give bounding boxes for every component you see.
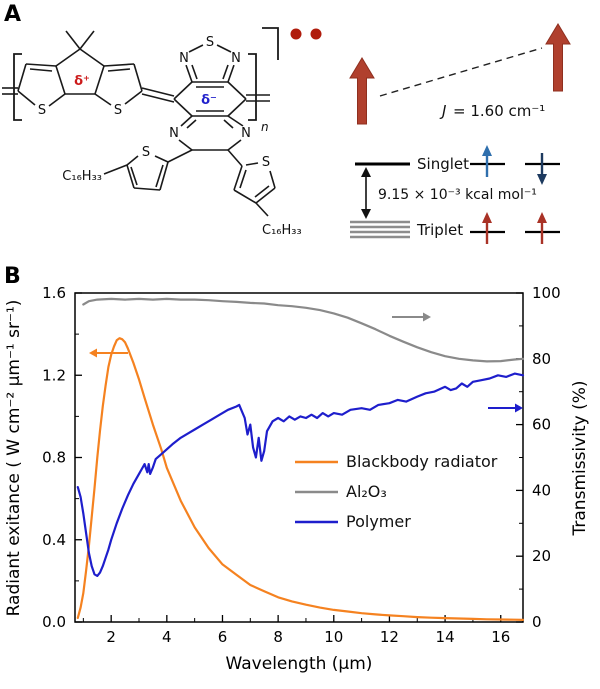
curve-blackbody xyxy=(76,337,525,621)
sulfur-label: S xyxy=(206,35,214,50)
x-tick-label: 2 xyxy=(106,628,116,646)
right-y-tick-label: 40 xyxy=(532,481,551,499)
right-y-axis-title: Transmissivity (%) xyxy=(570,381,590,537)
alkyl-chain-right-label: C₁₆H₃₃ xyxy=(262,223,302,238)
big-spin-arrow-right xyxy=(545,23,571,92)
delta-plus-label: δ⁺ xyxy=(74,74,90,89)
spectra-chart: Wavelength (μm) Radiant exitance ( W cm⁻… xyxy=(4,284,590,674)
exchange-coupling-dashed-line xyxy=(379,47,543,97)
delta-minus-label: δ⁻ xyxy=(201,93,217,108)
nitrogen-label: N xyxy=(231,51,241,66)
right-y-tick-label: 60 xyxy=(532,416,551,434)
big-spin-arrow-left xyxy=(349,57,375,125)
singlet-label: Singlet xyxy=(417,155,469,173)
polymer-brackets xyxy=(13,27,279,121)
nitrogen-label: N xyxy=(241,126,251,141)
sulfur-label: S xyxy=(142,145,150,160)
triplet-level-lines xyxy=(350,220,410,239)
radical-dots xyxy=(290,28,322,40)
x-tick-label: 6 xyxy=(218,628,228,646)
sulfur-label: S xyxy=(38,103,46,118)
alkyl-chain-left-label: C₁₆H₃₃ xyxy=(62,169,102,184)
left-y-tick-label: 1.2 xyxy=(42,366,66,384)
gap-arrowhead-top xyxy=(361,167,371,177)
radical-corner-bracket xyxy=(262,27,279,60)
nitrogen-label: N xyxy=(169,126,179,141)
x-axis-title: Wavelength (μm) xyxy=(226,654,373,674)
left-y-tick-label: 0.4 xyxy=(42,531,66,549)
curve-al2o3 xyxy=(82,297,525,363)
radical-dot xyxy=(290,28,302,40)
spin-down-arrowhead xyxy=(537,174,547,185)
left-bracket xyxy=(13,53,22,121)
bond-lines xyxy=(2,30,276,217)
right-y-tick-label: 100 xyxy=(532,284,561,302)
gap-energy-label: 9.15 × 10⁻³ kcal mol⁻¹ xyxy=(378,187,537,203)
axis-arrowhead-al2o3 xyxy=(423,312,431,322)
spin-energy-diagram: J = 1.60 cm⁻¹ Singlet 9.15 × 10⁻³ kcal m… xyxy=(349,23,571,244)
left-y-axis-title: Radiant exitance ( W cm⁻² μm⁻¹ sr⁻¹) xyxy=(4,300,24,617)
sulfur-label: S xyxy=(114,103,122,118)
panel-b-label: B xyxy=(4,264,21,289)
x-tick-label: 16 xyxy=(491,628,510,646)
gap-arrowhead-bottom xyxy=(361,209,371,219)
axis-arrowhead-polymer xyxy=(515,403,523,413)
atom-labels: S S S S S N N N N xyxy=(38,35,270,170)
left-y-tick-label: 0.8 xyxy=(42,449,66,467)
sulfur-label: S xyxy=(262,155,270,170)
left-y-tick-label: 0.0 xyxy=(42,613,66,631)
j-value: = 1.60 cm⁻¹ xyxy=(453,102,545,120)
legend-label-al2o3: Al₂O₃ xyxy=(346,482,387,501)
axis-arrowhead-blackbody xyxy=(89,348,97,358)
x-tick-label: 4 xyxy=(162,628,172,646)
triplet-label: Triplet xyxy=(416,221,463,239)
radical-dot xyxy=(310,28,322,40)
panel-a-label: A xyxy=(4,2,22,27)
x-tick-label: 10 xyxy=(324,628,343,646)
x-tick-label: 8 xyxy=(273,628,283,646)
spin-up-arrowhead xyxy=(482,145,492,156)
triplet-spin-up-arrowhead xyxy=(482,212,492,223)
repeat-unit-n: n xyxy=(261,120,269,134)
polymer-structure-drawing: S S S S S N N N N δ⁺ δ⁻ C₁₆H₃₃ C₁₆H₃₃ n xyxy=(2,27,322,238)
plot-area: 2 4 6 8 10 12 14 16 0.0 0.4 0.8 1.2 1.6 0 20 40 60 80 100 B… xyxy=(42,284,561,646)
triplet-spin-up-arrowhead xyxy=(537,212,547,223)
right-y-tick-label: 0 xyxy=(532,613,542,631)
x-tick-label: 12 xyxy=(380,628,399,646)
left-y-tick-label: 1.6 xyxy=(42,284,66,302)
heteroatom-masks xyxy=(34,34,274,170)
legend-label-blackbody: Blackbody radiator xyxy=(346,452,498,471)
nitrogen-label: N xyxy=(179,51,189,66)
right-y-tick-label: 80 xyxy=(532,350,551,368)
legend-label-polymer: Polymer xyxy=(346,512,411,531)
right-bracket xyxy=(248,53,257,121)
j-symbol: J xyxy=(439,102,446,120)
curve-polymer xyxy=(76,372,525,577)
right-y-tick-label: 20 xyxy=(532,547,551,565)
x-tick-label: 14 xyxy=(436,628,455,646)
